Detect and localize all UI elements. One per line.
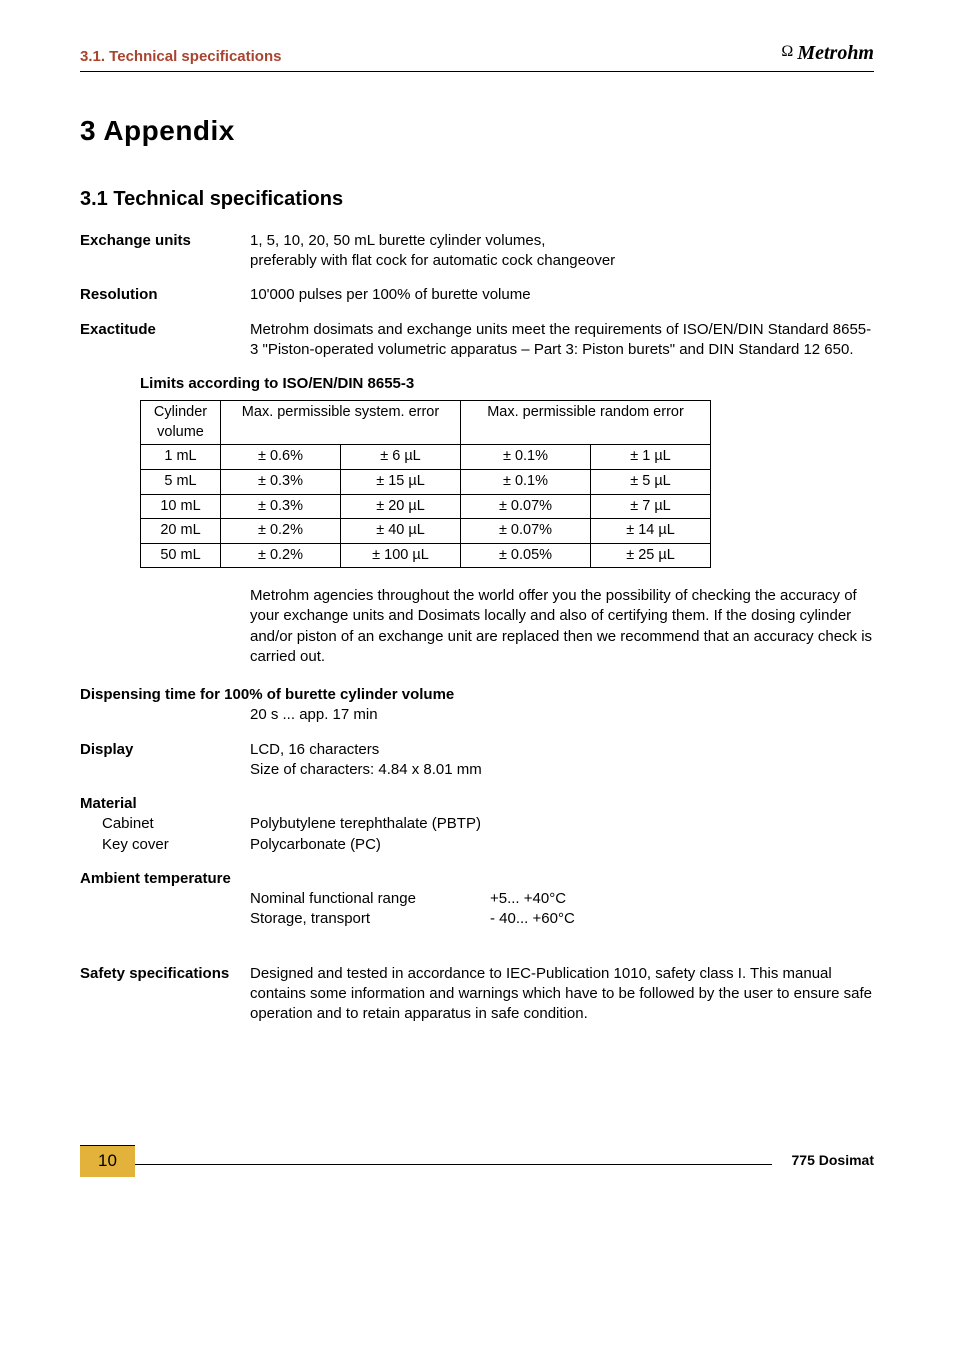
spec-label: Exchange units [80,231,250,272]
col-header-system-error: Max. permissible system. error [221,401,461,445]
spec-label: Resolution [80,285,250,305]
page-number: 10 [80,1145,135,1177]
table-cell: ± 20 µL [341,494,461,519]
table-cell: ± 0.1% [461,445,591,470]
spec-value-empty [250,794,874,814]
col-header-random-error: Max. permissible random error [461,401,711,445]
spec-material-cabinet: Cabinet Polybutylene terephthalate (PBTP… [80,814,874,834]
spec-label: Material [80,794,250,814]
table-cell: ± 0.07% [461,519,591,544]
table-row: 20 mL± 0.2%± 40 µL± 0.07%± 14 µL [141,519,711,544]
table-cell: ± 0.3% [221,469,341,494]
table-row: 5 mL± 0.3%± 15 µL± 0.1%± 5 µL [141,469,711,494]
table-cell: 20 mL [141,519,221,544]
limits-table: Cylinder volume Max. permissible system.… [140,400,711,568]
brand-text: Metrohm [797,40,874,67]
spec-value: Metrohm dosimats and exchange units meet… [250,320,874,361]
spec-safety: Safety specifications Designed and teste… [80,964,874,1025]
spec-material-keycover: Key cover Polycarbonate (PC) [80,835,874,855]
table-cell: ± 15 µL [341,469,461,494]
table-cell: 5 mL [141,469,221,494]
table-cell: ± 0.6% [221,445,341,470]
table-row: 50 mL± 0.2%± 100 µL± 0.05%± 25 µL [141,543,711,568]
ambient-nominal-value: +5... +40°C [490,889,874,909]
spec-value: 20 s ... app. 17 min [250,705,874,725]
spec-label: Ambient temperature [80,869,250,950]
spec-value: 1, 5, 10, 20, 50 mL burette cylinder vol… [250,231,874,272]
limits-title: Limits according to ISO/EN/DIN 8655-3 [140,374,874,394]
ambient-storage-label: Storage, transport [250,909,480,929]
spec-dispensing: 20 s ... app. 17 min [80,705,874,725]
table-cell: ± 0.05% [461,543,591,568]
table-cell: ± 0.2% [221,519,341,544]
spec-label: Exactitude [80,320,250,361]
section-reference: 3.1. Technical specifications [80,47,281,67]
spec-ambient: Ambient temperature Nominal functional r… [80,869,874,950]
spec-label-empty [80,705,250,725]
table-cell: ± 1 µL [591,445,711,470]
table-cell: ± 6 µL [341,445,461,470]
spec-display: Display LCD, 16 characters Size of chara… [80,740,874,781]
spec-value: LCD, 16 characters Size of characters: 4… [250,740,874,781]
ambient-storage-value: - 40... +60°C [490,909,874,929]
table-cell: ± 0.2% [221,543,341,568]
table-row: 1 mL± 0.6%± 6 µL± 0.1%± 1 µL [141,445,711,470]
table-cell: ± 7 µL [591,494,711,519]
table-cell: ± 40 µL [341,519,461,544]
spec-label: Safety specifications [80,964,250,1025]
spec-sublabel: Cabinet [80,814,250,834]
page-footer: 10 775 Dosimat [80,1145,874,1177]
table-cell: ± 5 µL [591,469,711,494]
dispensing-title: Dispensing time for 100% of burette cyli… [80,685,874,705]
page-header: 3.1. Technical specifications Ω Metrohm [80,40,874,72]
spec-value: Designed and tested in accordance to IEC… [250,964,874,1025]
chapter-title: 3 Appendix [80,112,874,150]
spec-value: 10'000 pulses per 100% of burette volume [250,285,874,305]
footer-rule [135,1164,772,1165]
spec-value: Polycarbonate (PC) [250,835,874,855]
table-cell: ± 14 µL [591,519,711,544]
spec-resolution: Resolution 10'000 pulses per 100% of bur… [80,285,874,305]
spec-value: Polybutylene terephthalate (PBTP) [250,814,874,834]
ambient-nominal-label: Nominal functional range [250,889,480,909]
table-cell: ± 0.3% [221,494,341,519]
ohm-icon: Ω [781,41,793,63]
brand-logo: Ω Metrohm [781,40,874,67]
accuracy-note: Metrohm agencies throughout the world of… [250,586,874,667]
table-cell: ± 0.07% [461,494,591,519]
limits-body: 1 mL± 0.6%± 6 µL± 0.1%± 1 µL5 mL± 0.3%± … [141,445,711,568]
spec-exactitude: Exactitude Metrohm dosimats and exchange… [80,320,874,361]
table-cell: ± 25 µL [591,543,711,568]
table-cell: 10 mL [141,494,221,519]
document-name: 775 Dosimat [772,1151,874,1170]
spec-sublabel: Key cover [80,835,250,855]
table-cell: 50 mL [141,543,221,568]
spec-value: Nominal functional range +5... +40°C Sto… [250,869,874,950]
table-row: 10 mL± 0.3%± 20 µL± 0.07%± 7 µL [141,494,711,519]
spec-material-header: Material [80,794,874,814]
table-cell: ± 100 µL [341,543,461,568]
spec-exchange-units: Exchange units 1, 5, 10, 20, 50 mL buret… [80,231,874,272]
table-cell: 1 mL [141,445,221,470]
col-header-volume: Cylinder volume [141,401,221,445]
spec-label: Display [80,740,250,781]
table-cell: ± 0.1% [461,469,591,494]
section-title: 3.1 Technical specifications [80,186,874,213]
